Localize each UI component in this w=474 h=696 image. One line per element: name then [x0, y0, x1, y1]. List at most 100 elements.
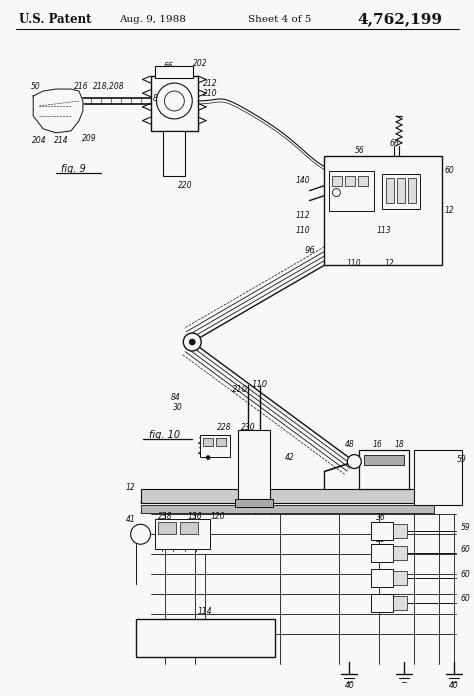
Bar	[414, 450, 462, 505]
Text: 40: 40	[449, 681, 459, 690]
Bar	[397, 177, 405, 203]
Text: 12: 12	[445, 206, 455, 215]
Text: 48: 48	[345, 440, 354, 449]
Bar	[151, 76, 198, 131]
Bar	[359, 450, 409, 489]
Text: fig. 9: fig. 9	[61, 164, 86, 174]
Text: fig. 10: fig. 10	[148, 429, 180, 440]
Text: 50: 50	[31, 81, 41, 90]
Bar	[393, 571, 407, 585]
Text: 60: 60	[461, 594, 471, 603]
Bar	[346, 175, 356, 186]
Text: Sheet 4 of 5: Sheet 4 of 5	[248, 15, 311, 24]
Bar	[358, 175, 368, 186]
Text: RECEIVER: RECEIVER	[177, 633, 234, 643]
Text: 220: 220	[178, 181, 192, 190]
Text: 210: 210	[232, 386, 248, 395]
Bar	[325, 156, 442, 265]
Text: 112: 112	[295, 211, 310, 220]
Bar	[382, 174, 420, 209]
Text: 12: 12	[384, 259, 394, 268]
Text: 230: 230	[241, 423, 255, 432]
Bar	[141, 489, 434, 503]
Text: 4,762,199: 4,762,199	[357, 13, 442, 26]
Text: 38: 38	[376, 535, 386, 544]
Text: 66: 66	[164, 62, 173, 70]
Bar	[393, 596, 407, 610]
Bar	[364, 454, 404, 464]
Text: 60: 60	[461, 569, 471, 578]
Bar	[180, 522, 198, 535]
Text: 218,208: 218,208	[93, 81, 125, 90]
Text: 60: 60	[445, 166, 455, 175]
Text: 226: 226	[198, 437, 212, 446]
Text: 209: 209	[82, 134, 96, 143]
Bar	[393, 546, 407, 560]
Text: 120: 120	[211, 512, 226, 521]
Bar	[155, 519, 210, 549]
Circle shape	[332, 189, 340, 196]
Text: 212: 212	[203, 79, 218, 88]
Text: 228: 228	[217, 423, 231, 432]
Text: 84: 84	[171, 393, 180, 402]
Text: 96: 96	[304, 246, 315, 255]
Text: 30: 30	[173, 403, 183, 412]
Text: 59: 59	[461, 523, 471, 532]
Circle shape	[164, 91, 184, 111]
Text: 41: 41	[126, 515, 136, 524]
Text: 216: 216	[73, 81, 88, 90]
Text: 222: 222	[198, 447, 212, 456]
Text: 136: 136	[188, 512, 202, 521]
Text: 42: 42	[285, 453, 294, 462]
Circle shape	[183, 333, 201, 351]
Bar	[141, 505, 434, 514]
Circle shape	[347, 454, 361, 468]
Text: 202: 202	[193, 58, 208, 68]
Bar	[393, 524, 407, 538]
Text: 60: 60	[461, 545, 471, 554]
Bar	[371, 569, 393, 587]
Text: 16: 16	[372, 440, 382, 449]
Circle shape	[189, 339, 195, 345]
Text: 110: 110	[347, 259, 362, 268]
Text: +: +	[137, 530, 144, 539]
Text: 238: 238	[158, 512, 173, 521]
Bar	[371, 544, 393, 562]
Circle shape	[156, 83, 192, 119]
Text: 59: 59	[457, 455, 466, 464]
Bar	[164, 131, 185, 175]
Bar	[136, 619, 275, 657]
Bar	[371, 522, 393, 540]
Bar	[158, 522, 176, 535]
Text: 100: 100	[159, 95, 174, 104]
Text: 110: 110	[252, 380, 268, 389]
Bar	[408, 177, 416, 203]
Text: 18: 18	[394, 440, 404, 449]
Bar	[329, 171, 374, 211]
Text: 204: 204	[32, 136, 46, 145]
Bar	[235, 500, 273, 507]
Bar	[216, 438, 226, 445]
Text: 40: 40	[345, 681, 354, 690]
Bar	[155, 66, 193, 78]
Circle shape	[131, 524, 151, 544]
Circle shape	[206, 456, 210, 459]
Polygon shape	[33, 89, 83, 133]
Text: 210: 210	[203, 88, 218, 97]
Bar	[203, 438, 213, 445]
Text: Aug. 9, 1988: Aug. 9, 1988	[118, 15, 186, 24]
Text: 12: 12	[126, 483, 136, 492]
Text: 66: 66	[389, 139, 399, 148]
Bar	[332, 175, 342, 186]
Text: 114: 114	[198, 608, 212, 617]
Bar	[200, 435, 230, 457]
Text: 80: 80	[153, 95, 162, 104]
Text: 56: 56	[355, 146, 364, 155]
Bar	[238, 429, 270, 500]
Text: 113: 113	[377, 226, 392, 235]
Text: 214: 214	[54, 136, 68, 145]
Text: 36: 36	[376, 513, 386, 522]
Bar	[386, 177, 394, 203]
Bar	[371, 594, 393, 612]
Text: 110: 110	[295, 226, 310, 235]
